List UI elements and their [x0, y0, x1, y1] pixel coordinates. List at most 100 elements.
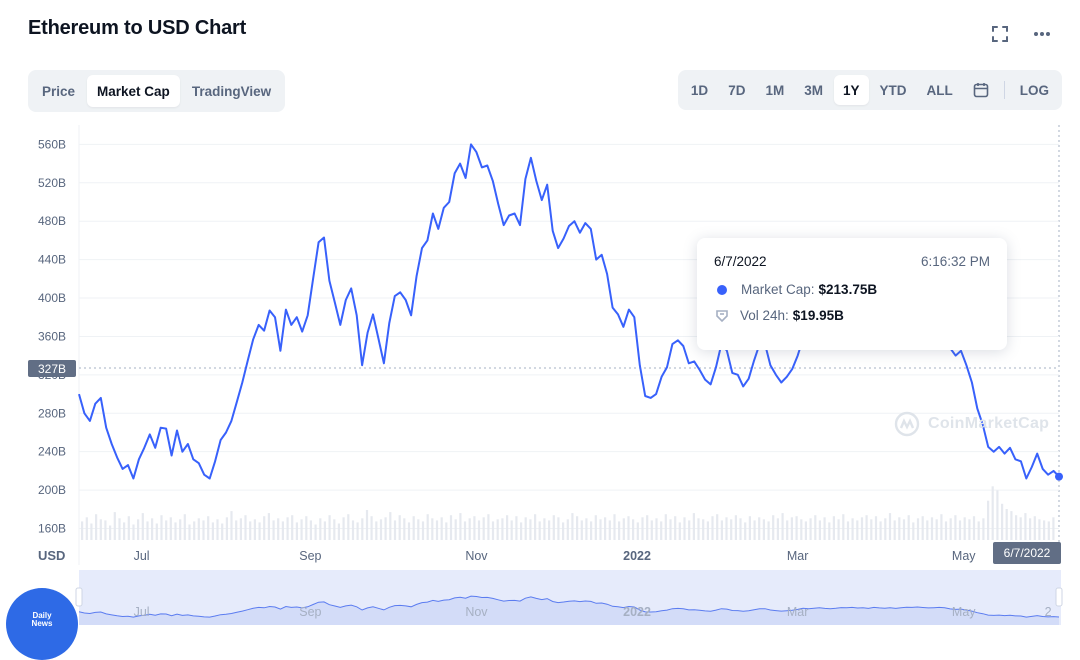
navigator-tick-label: Nov	[465, 605, 488, 619]
volume-bar	[165, 520, 168, 540]
volume-bar	[314, 524, 317, 540]
volume-bar	[622, 518, 625, 540]
page-title: Ethereum to USD Chart	[28, 17, 247, 39]
badge-line1: Daily	[32, 611, 52, 620]
volume-bar	[856, 520, 859, 540]
volume-bar	[323, 521, 326, 540]
range-ytd[interactable]: YTD	[879, 82, 907, 98]
volume-bar	[179, 519, 182, 540]
volume-bar	[258, 522, 261, 540]
volume-bar	[552, 515, 555, 540]
volume-bar	[426, 514, 429, 540]
volume-bar	[618, 521, 621, 540]
volume-bar	[132, 524, 135, 540]
volume-bar	[576, 516, 579, 540]
navigator-tick-label: 2022	[623, 605, 651, 619]
y-tick-label: 560B	[38, 137, 66, 151]
more-icon[interactable]	[1032, 24, 1052, 44]
tooltip-volume-label: Vol 24h:	[740, 308, 789, 323]
calendar-icon[interactable]	[964, 75, 998, 105]
range-1m[interactable]: 1M	[765, 82, 785, 98]
tab-market-cap[interactable]: Market Cap	[87, 75, 180, 107]
volume-bar	[1033, 516, 1036, 540]
volume-bar	[123, 522, 126, 540]
volume-bar	[968, 519, 971, 540]
volume-bar	[454, 519, 457, 540]
volume-bar	[580, 520, 583, 540]
volume-bar	[188, 524, 191, 540]
volume-bar	[496, 519, 499, 540]
volume-bar	[477, 520, 481, 540]
series-dot-icon	[717, 284, 727, 295]
volume-bar	[688, 520, 691, 540]
volume-bar	[987, 500, 990, 540]
tab-tradingview[interactable]: TradingView	[191, 83, 272, 99]
volume-bar	[916, 518, 920, 540]
volume-bar	[361, 518, 364, 540]
volume-bar	[351, 520, 355, 540]
crosshair-value-label: 327B	[28, 360, 76, 377]
volume-bar	[842, 514, 845, 540]
hover-point	[1055, 472, 1063, 481]
log-toggle[interactable]: LOG	[1019, 82, 1049, 98]
volume-bar	[398, 515, 401, 540]
market-cap-chart[interactable]: 160B200B240B280B320B360B400B440B480B520B…	[0, 0, 1080, 631]
volume-bar	[379, 519, 383, 540]
range-3m[interactable]: 3M	[804, 82, 823, 98]
volume-bar	[720, 520, 723, 540]
volume-bar	[300, 519, 303, 540]
volume-bar	[146, 521, 149, 540]
volume-bar	[449, 515, 453, 540]
volume-bar	[804, 521, 807, 540]
navigator-line	[78, 595, 1060, 618]
volume-bar	[818, 520, 821, 540]
volume-bar	[520, 522, 523, 540]
daily-news-badge[interactable]: Daily News	[6, 588, 78, 660]
volume-bar	[669, 519, 672, 540]
volume-bar	[711, 516, 714, 540]
volume-bar	[197, 518, 200, 540]
volume-bar	[627, 516, 630, 540]
expand-icon[interactable]	[990, 24, 1010, 44]
volume-bar	[562, 522, 565, 540]
x-tick-label: Mar	[787, 549, 809, 563]
volume-bar	[828, 522, 831, 540]
volume-bar	[445, 522, 448, 540]
watermark: CoinMarketCap	[894, 411, 1049, 437]
volume-bar	[846, 521, 850, 540]
y-tick-label: 360B	[38, 329, 66, 343]
volume-bar	[375, 521, 378, 540]
volume-bar	[347, 514, 350, 540]
volume-bar	[823, 517, 826, 540]
volume-bar	[1015, 515, 1018, 540]
volume-bar	[790, 517, 793, 540]
volume-bar	[632, 519, 635, 540]
tab-price[interactable]: Price	[42, 83, 76, 99]
range-1y[interactable]: 1Y	[833, 75, 869, 105]
volume-bar	[295, 522, 298, 540]
volume-bar	[958, 520, 962, 540]
navigator-tick-label: Jul	[134, 605, 150, 619]
volume-bar	[169, 517, 172, 540]
volume-bar	[225, 517, 228, 540]
volume-bar	[141, 513, 144, 540]
volume-bar	[907, 515, 910, 540]
range-all[interactable]: ALL	[926, 82, 953, 98]
range-1d[interactable]: 1D	[690, 82, 709, 98]
volume-bar	[599, 519, 602, 540]
volume-bar	[1005, 509, 1008, 540]
volume-bar	[267, 513, 270, 540]
navigator-area	[79, 596, 1059, 625]
volume-bar	[809, 518, 812, 540]
volume-bar	[646, 515, 649, 540]
volume-bar	[491, 521, 495, 540]
navigator-right-handle	[1055, 587, 1063, 607]
volume-bar	[594, 515, 597, 540]
volume-bar	[697, 518, 700, 540]
volume-bar	[893, 520, 896, 540]
volume-bar	[337, 523, 340, 540]
range-7d[interactable]: 7D	[728, 82, 746, 98]
navigator-tick-label: Sep	[299, 605, 321, 619]
currency-label: USD	[38, 548, 66, 563]
volume-bar	[272, 520, 275, 540]
